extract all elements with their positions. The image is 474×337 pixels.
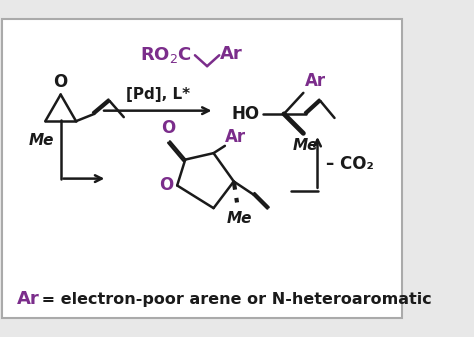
Text: O: O [159,177,173,194]
Text: Me: Me [292,138,318,153]
Text: Ar: Ar [225,128,246,146]
Text: HO: HO [231,105,260,123]
Text: O: O [161,119,175,137]
Text: = electron-poor arene or N-heteroaromatic: = electron-poor arene or N-heteroaromati… [36,292,431,307]
Text: Ar: Ar [17,290,40,308]
FancyBboxPatch shape [2,19,402,318]
Text: Me: Me [226,211,252,226]
Text: Ar: Ar [305,72,327,90]
Text: RO$_2$C: RO$_2$C [139,45,191,65]
Text: – CO₂: – CO₂ [326,155,374,174]
Text: Ar: Ar [220,45,243,63]
Text: [Pd], L*: [Pd], L* [126,87,190,102]
Text: Me: Me [28,132,54,148]
Text: O: O [54,73,68,91]
